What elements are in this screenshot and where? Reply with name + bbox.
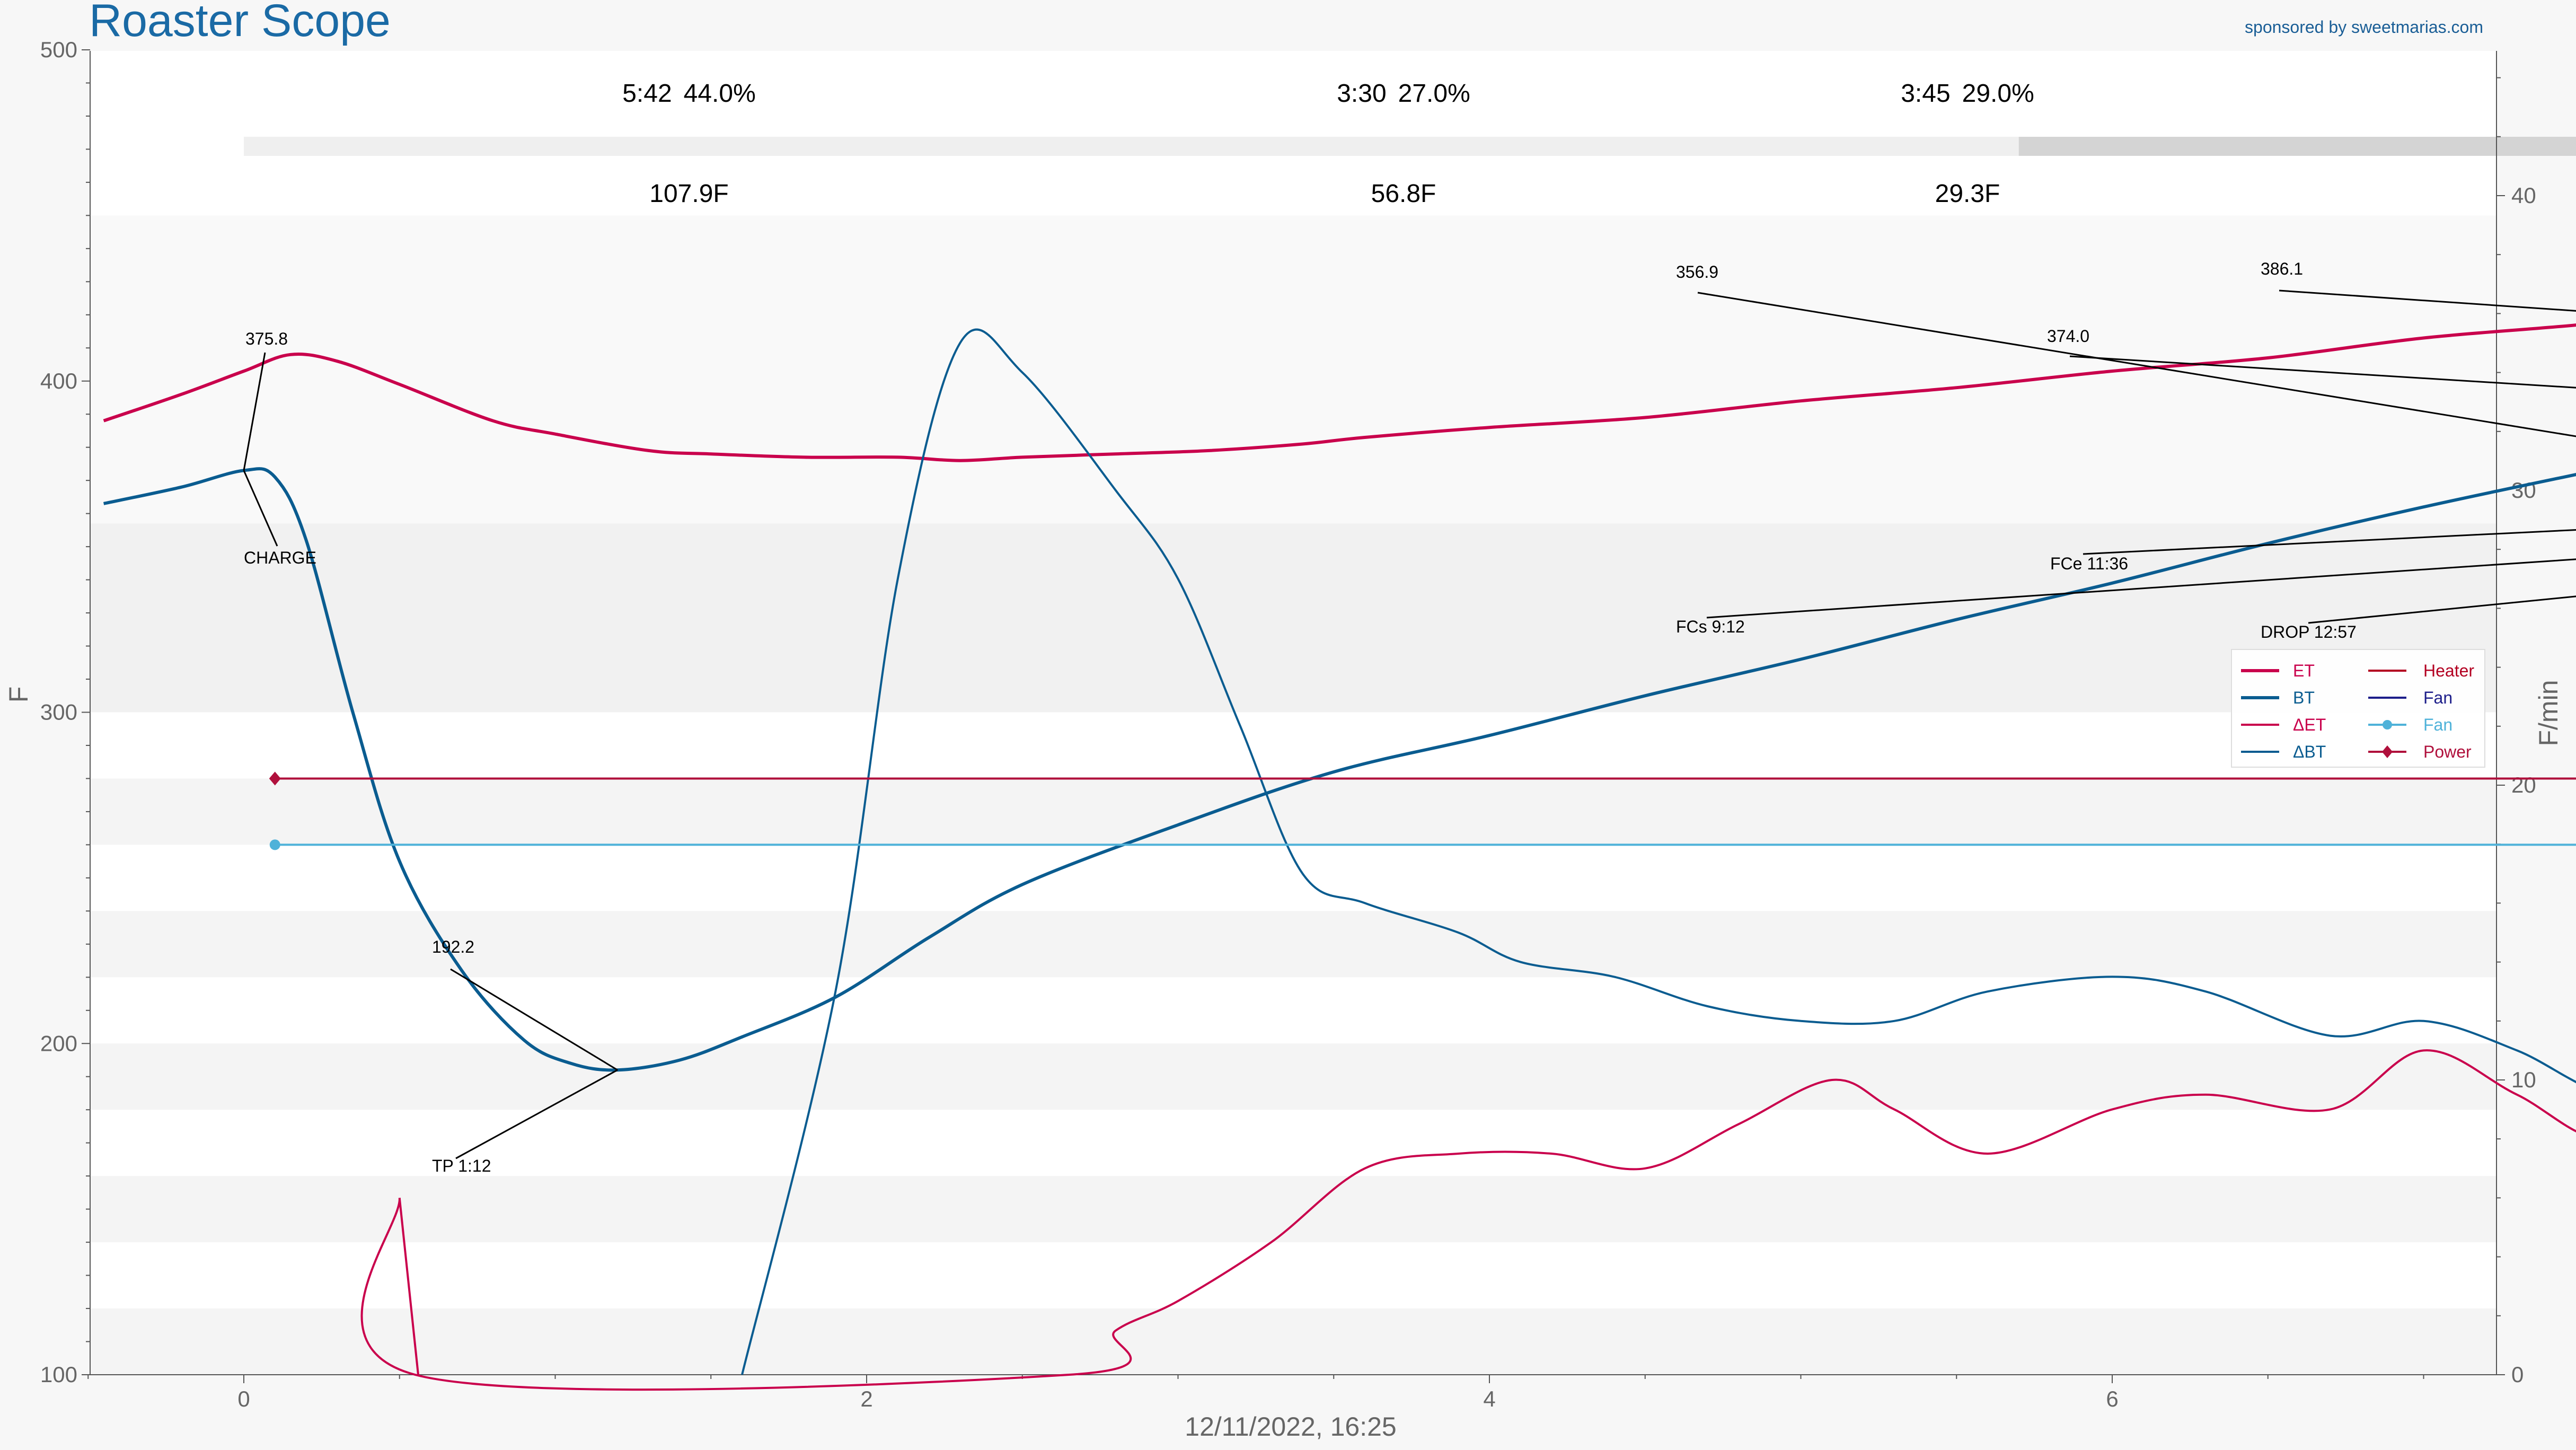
- legend-label: ΔET: [2293, 715, 2326, 734]
- phase-duration: 3:45 29.0%: [1901, 80, 2034, 108]
- y-right-tick-label: 40: [2511, 183, 2536, 208]
- phase-bar-maillard: [2018, 137, 2576, 156]
- y-left-tick-label: 400: [40, 368, 77, 393]
- legend-label: Fan: [2423, 715, 2453, 734]
- y-right-tick-label: 30: [2511, 478, 2536, 503]
- legend-label: Heater: [2423, 661, 2474, 680]
- annotation-value: 374.0: [2047, 327, 2089, 346]
- phase-2: 3:30 27.0% 56.8F: [1337, 80, 1470, 208]
- legend-item: ET: [2241, 661, 2315, 680]
- annotation-leader-label: [1706, 558, 2576, 619]
- band-stripe: [90, 778, 2496, 845]
- band-stripe: [90, 1308, 2496, 1375]
- y-right-tick-label: 0: [2511, 1362, 2524, 1387]
- phase-temperature-rise: 29.3F: [1935, 180, 2000, 208]
- legend-label: Power: [2423, 742, 2472, 761]
- y-right-tick-label: 20: [2511, 772, 2536, 797]
- legend-label: ET: [2293, 661, 2315, 680]
- annotation-leader-label: [243, 470, 278, 547]
- legend-item: Heater: [2368, 661, 2474, 680]
- annotation-leader-label: [455, 1069, 618, 1159]
- band-stripe: [90, 911, 2496, 978]
- annotation-leader-label: [2083, 529, 2576, 555]
- annotation-tp: 192.2 TP 1:12: [432, 937, 618, 1175]
- phase-percent: 27.0%: [1398, 80, 1470, 108]
- annotation-drop: 386.1 DROP 12:57: [2261, 259, 2576, 641]
- axes: 02468101214100200300400500010203040: [40, 37, 2536, 1411]
- phase-percent: 44.0%: [684, 80, 756, 108]
- phase-3: 3:45 29.0% 29.3F: [1901, 80, 2034, 208]
- annotation-label: DROP 12:57: [2261, 622, 2357, 641]
- annotation-fcs: 356.9 FCs 9:12: [1676, 262, 2576, 636]
- band-upper: [90, 215, 2496, 524]
- annotation-leader-value: [450, 968, 618, 1071]
- x-axis-label: 12/11/2022, 16:25: [1185, 1412, 1396, 1442]
- y-axis-right-label: F/min: [2534, 680, 2563, 746]
- app-title: Roaster Scope: [89, 0, 391, 46]
- legend: ET Heater BT Fan ΔET Fan ΔBT Power: [2231, 649, 2485, 768]
- annotation-label: CHARGE: [244, 548, 316, 567]
- phase-time: 3:30: [1337, 80, 1386, 108]
- legend-item: BT: [2241, 688, 2315, 707]
- legend-marker: [2382, 745, 2393, 758]
- phase-duration: 3:30 27.0%: [1337, 80, 1470, 108]
- annotation-value: 375.8: [245, 329, 288, 348]
- y-left-tick-label: 300: [40, 700, 77, 725]
- legend-marker: [2383, 720, 2392, 730]
- power-marker: [269, 771, 281, 786]
- band-development-zone: [90, 523, 2496, 713]
- annotation-leader-value: [2069, 355, 2576, 389]
- series-delta-et-spike: [398, 1198, 419, 1375]
- annotation-layer: 375.8 CHARGE 192.2 TP 1:12 356.9 FCs 9:12 374.…: [243, 259, 2576, 1175]
- x-tick-label: 0: [237, 1386, 250, 1411]
- annotation-value: 356.9: [1676, 262, 1718, 282]
- legend-item: ΔBT: [2241, 742, 2326, 761]
- band-stripe: [90, 1043, 2496, 1110]
- y-right-tick-label: 10: [2511, 1067, 2536, 1092]
- phase-duration: 5:42 44.0%: [622, 80, 756, 108]
- series-et: [103, 323, 2576, 462]
- phase-area: 5:42 44.0% 107.9F 3:30 27.0% 56.8F 3:45 29.0% 29…: [244, 80, 2576, 208]
- phase-temperature-rise: 56.8F: [1371, 180, 1436, 208]
- annotation-leader-value: [1697, 292, 2576, 437]
- legend-label: Fan: [2423, 688, 2453, 707]
- series-power-line: [275, 777, 2576, 780]
- x-tick-label: 2: [860, 1386, 872, 1411]
- legend-item: ΔET: [2241, 715, 2326, 734]
- legend-item: Fan: [2368, 688, 2453, 707]
- series-bt: [103, 467, 2576, 1072]
- y-left-tick-label: 100: [40, 1362, 77, 1387]
- annotation-label: TP 1:12: [432, 1156, 491, 1175]
- phase-time: 3:45: [1901, 80, 1950, 108]
- phase-temperature-rise: 107.9F: [649, 180, 728, 208]
- series-delta-et: [360, 1049, 2576, 1391]
- legend-label: BT: [2293, 688, 2315, 707]
- annotation-leader-value: [243, 352, 266, 471]
- y-axis-left-label: F: [4, 687, 33, 703]
- legend-item: Fan: [2368, 715, 2453, 734]
- annotation-value: 386.1: [2261, 259, 2303, 278]
- sponsor-link[interactable]: sponsored by sweetmarias.com: [2245, 17, 2483, 37]
- series-delta-bt: [741, 328, 2576, 1375]
- y-left-tick-label: 200: [40, 1031, 77, 1056]
- series-layer: [103, 323, 2576, 1391]
- annotation-label: FCe 11:36: [2050, 554, 2128, 573]
- band-stripe: [90, 1176, 2496, 1243]
- annotation-fce: 374.0 FCe 11:36: [2047, 327, 2576, 573]
- legend-item: Power: [2368, 742, 2472, 761]
- fan-marker: [269, 839, 280, 850]
- legend-label: ΔBT: [2293, 742, 2326, 761]
- phase-percent: 29.0%: [1962, 80, 2034, 108]
- annotation-label: FCs 9:12: [1676, 617, 1745, 636]
- phase-1: 5:42 44.0% 107.9F: [622, 80, 756, 208]
- x-tick-label: 6: [2106, 1386, 2118, 1411]
- temperature-bands: [90, 215, 2496, 1375]
- annotation-charge: 375.8 CHARGE: [243, 329, 316, 567]
- x-tick-label: 4: [1483, 1386, 1495, 1411]
- y-left-tick-label: 500: [40, 37, 77, 62]
- phase-time: 5:42: [622, 80, 672, 108]
- annotation-value: 192.2: [432, 937, 474, 956]
